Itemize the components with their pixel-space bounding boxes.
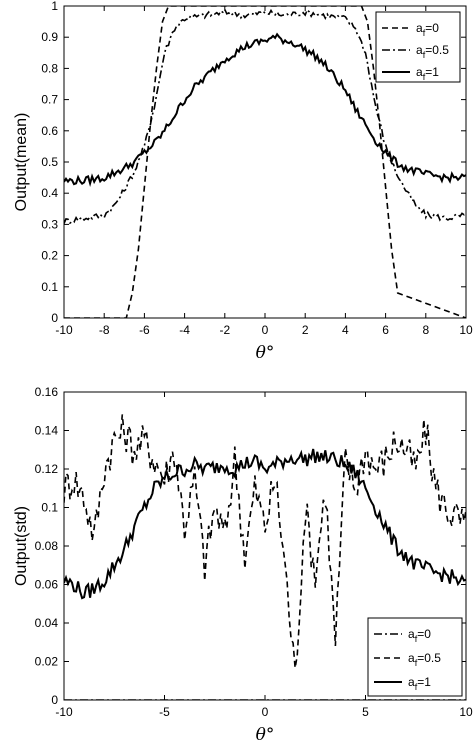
x-tick-label: 5 bbox=[362, 705, 369, 719]
y-tick-label: 0.08 bbox=[35, 539, 59, 553]
x-axis-label: θ° bbox=[256, 343, 275, 363]
x-tick-label: 2 bbox=[302, 323, 309, 337]
legend-label: af=0 bbox=[408, 627, 431, 644]
y-tick-label: 0 bbox=[51, 693, 58, 707]
y-tick-label: 0.16 bbox=[35, 385, 59, 399]
x-tick-label: 10 bbox=[459, 705, 473, 719]
y-tick-label: 1 bbox=[51, 0, 58, 13]
y-tick-label: 0.4 bbox=[41, 186, 58, 200]
x-tick-label: 10 bbox=[459, 323, 473, 337]
y-tick-label: 0.7 bbox=[41, 93, 58, 107]
x-axis-label: θ° bbox=[256, 725, 275, 745]
y-tick-label: 0.9 bbox=[41, 30, 58, 44]
y-tick-label: 0.14 bbox=[35, 424, 59, 438]
series-line-a-f-1 bbox=[64, 448, 466, 600]
series-line-a-f-0 bbox=[64, 6, 466, 318]
x-tick-label: 6 bbox=[382, 323, 389, 337]
y-tick-label: 0.2 bbox=[41, 249, 58, 263]
legend-box bbox=[375, 11, 461, 83]
x-tick-label: 4 bbox=[342, 323, 349, 337]
x-tick-label: 8 bbox=[422, 323, 429, 337]
legend-label: af=0 bbox=[416, 21, 439, 38]
x-tick-label: -5 bbox=[159, 705, 170, 719]
legend-label: af=1 bbox=[416, 65, 439, 82]
y-tick-label: 0.06 bbox=[35, 578, 59, 592]
y-tick-label: 0.1 bbox=[41, 280, 58, 294]
x-tick-label: -2 bbox=[219, 323, 230, 337]
mean-output-chart: -10 -8 -6 -4 -2 0 2 4 6 8 10 0 0.1 0.2 0.3 0.4 0.5 0.6 0.7… bbox=[13, 0, 473, 363]
x-tick-label: -4 bbox=[179, 323, 190, 337]
y-axis-label: Output(std) bbox=[13, 506, 30, 586]
std-output-chart: -10 -5 0 5 10 0 0.02 0.04 0.06 0.08 0.1 0.12 0.14 0.1… bbox=[13, 385, 473, 745]
y-tick-label: 0.8 bbox=[41, 61, 58, 75]
legend-label: af=0.5 bbox=[416, 43, 449, 60]
y-tick-label: 0.12 bbox=[35, 462, 59, 476]
series-line-a-f-1 bbox=[64, 32, 466, 188]
legend-label: af=1 bbox=[408, 675, 431, 692]
legend-label: af=0.5 bbox=[408, 651, 441, 668]
x-tick-label: -6 bbox=[139, 323, 150, 337]
series-line-a-f-0-5 bbox=[64, 7, 466, 225]
x-tick-label: -10 bbox=[55, 705, 73, 719]
y-axis-label: Output(mean) bbox=[13, 113, 30, 212]
x-tick-label: -8 bbox=[99, 323, 110, 337]
x-tick-label: 0 bbox=[262, 323, 269, 337]
series-line-a-f-0-5 bbox=[64, 414, 466, 669]
y-tick-label: 0.6 bbox=[41, 124, 58, 138]
y-tick-label: 0.5 bbox=[41, 155, 58, 169]
y-tick-label: 0.02 bbox=[35, 655, 59, 669]
y-tick-label: 0 bbox=[51, 311, 58, 325]
y-tick-label: 0.3 bbox=[41, 217, 58, 231]
x-tick-label: -10 bbox=[55, 323, 73, 337]
y-tick-label: 0.04 bbox=[35, 616, 59, 630]
x-tick-label: 0 bbox=[262, 705, 269, 719]
y-tick-label: 0.1 bbox=[41, 501, 58, 515]
